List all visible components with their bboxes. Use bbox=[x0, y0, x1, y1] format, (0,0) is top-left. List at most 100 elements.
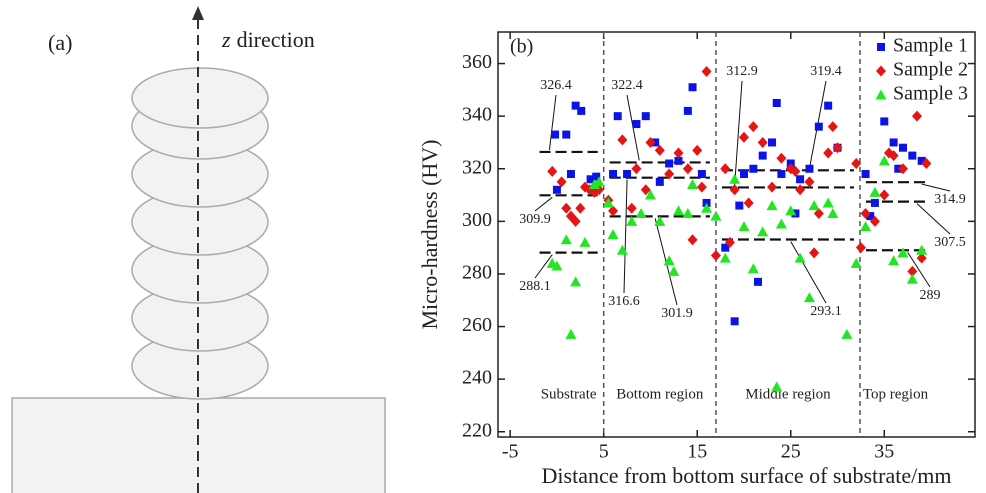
data-point bbox=[632, 120, 641, 129]
data-point bbox=[609, 170, 618, 179]
data-point bbox=[697, 170, 706, 179]
data-point bbox=[824, 101, 833, 110]
data-point bbox=[631, 163, 642, 175]
data-point bbox=[888, 150, 899, 162]
data-point bbox=[804, 176, 815, 188]
annotation-arrow bbox=[790, 241, 827, 304]
data-point bbox=[860, 221, 872, 232]
data-point bbox=[592, 172, 601, 181]
data-point bbox=[827, 207, 839, 218]
y-axis-label: Micro-hardness (HV) bbox=[417, 140, 442, 330]
data-point bbox=[561, 202, 572, 214]
data-point bbox=[822, 197, 834, 208]
panel-label: (a) bbox=[48, 30, 72, 55]
substrate-block bbox=[11, 397, 386, 493]
annotation-arrow bbox=[623, 179, 628, 294]
y-tick-label: 300 bbox=[462, 209, 492, 231]
mean-label: 316.6 bbox=[608, 294, 640, 309]
data-point bbox=[850, 257, 862, 268]
data-point bbox=[674, 156, 683, 165]
data-point bbox=[889, 138, 898, 147]
data-point bbox=[814, 122, 823, 131]
data-point bbox=[832, 142, 843, 154]
legend-marker bbox=[877, 43, 885, 51]
data-point bbox=[687, 179, 699, 190]
data-point bbox=[602, 197, 614, 208]
data-point bbox=[565, 328, 577, 339]
legend-label: Sample 1 bbox=[893, 35, 968, 57]
mean-label: 307.5 bbox=[934, 235, 966, 250]
mean-label: 319.4 bbox=[810, 64, 842, 79]
data-point bbox=[644, 189, 656, 200]
data-point bbox=[785, 205, 797, 216]
data-point bbox=[897, 247, 909, 258]
data-point bbox=[754, 277, 763, 286]
data-point bbox=[869, 186, 881, 197]
x-tick-label: -5 bbox=[502, 441, 519, 463]
data-point bbox=[738, 221, 750, 232]
data-point bbox=[719, 252, 731, 263]
data-point bbox=[776, 152, 787, 164]
data-point bbox=[668, 265, 680, 276]
data-point bbox=[683, 106, 692, 115]
data-point bbox=[747, 263, 759, 274]
data-point bbox=[552, 185, 561, 194]
data-point bbox=[768, 138, 777, 147]
mean-label: 312.9 bbox=[726, 64, 758, 79]
plot-frame bbox=[497, 31, 976, 438]
data-point bbox=[551, 130, 560, 139]
data-point bbox=[898, 143, 907, 152]
data-point bbox=[547, 165, 558, 177]
data-point bbox=[916, 244, 928, 255]
data-point bbox=[664, 168, 675, 180]
data-point bbox=[897, 163, 908, 175]
region-label: Bottom region bbox=[616, 386, 704, 402]
data-point bbox=[772, 99, 781, 108]
x-tick-label: 5 bbox=[599, 441, 609, 463]
data-point bbox=[692, 144, 703, 156]
data-point bbox=[880, 117, 889, 126]
data-point bbox=[766, 200, 778, 211]
chart: -5 5 15 25 35 220 240 260 280 300 320 340 360 Distanc… bbox=[417, 31, 976, 488]
data-point bbox=[888, 255, 900, 266]
data-point bbox=[771, 381, 783, 392]
deposit-layers bbox=[131, 67, 269, 400]
mean-label: 326.4 bbox=[540, 78, 572, 93]
data-point bbox=[613, 112, 622, 121]
data-point bbox=[730, 317, 739, 326]
data-point bbox=[588, 179, 600, 190]
mean-label: 288.1 bbox=[519, 279, 551, 294]
data-point bbox=[795, 184, 806, 196]
z-arrowhead bbox=[192, 6, 204, 20]
data-point bbox=[645, 136, 656, 148]
data-point bbox=[813, 207, 824, 219]
data-point bbox=[748, 121, 759, 133]
z-text: direction bbox=[237, 27, 315, 52]
data-point bbox=[682, 163, 693, 175]
data-point bbox=[906, 273, 918, 284]
annotation-arrow bbox=[534, 196, 553, 212]
data-point bbox=[608, 205, 619, 217]
y-tick-label: 220 bbox=[462, 419, 492, 441]
data-point bbox=[729, 173, 741, 184]
data-point bbox=[710, 210, 722, 221]
data-point bbox=[577, 106, 586, 115]
data-point bbox=[560, 234, 572, 245]
data-point bbox=[921, 157, 932, 169]
data-point bbox=[607, 229, 619, 239]
data-point bbox=[640, 184, 651, 196]
data-point bbox=[623, 170, 632, 179]
data-point bbox=[665, 159, 674, 168]
data-point bbox=[757, 136, 768, 148]
data-point bbox=[841, 328, 853, 339]
data-point bbox=[575, 202, 586, 214]
data-point bbox=[570, 215, 581, 227]
x-tick-label: 15 bbox=[687, 441, 707, 463]
y-tick-label: 240 bbox=[462, 367, 492, 389]
x-axis-label: Distance from bottom surface of substrat… bbox=[542, 463, 952, 488]
data-point bbox=[757, 226, 769, 237]
annotation-arrow bbox=[921, 183, 951, 192]
data-point bbox=[729, 184, 740, 196]
legend-marker bbox=[876, 65, 886, 77]
